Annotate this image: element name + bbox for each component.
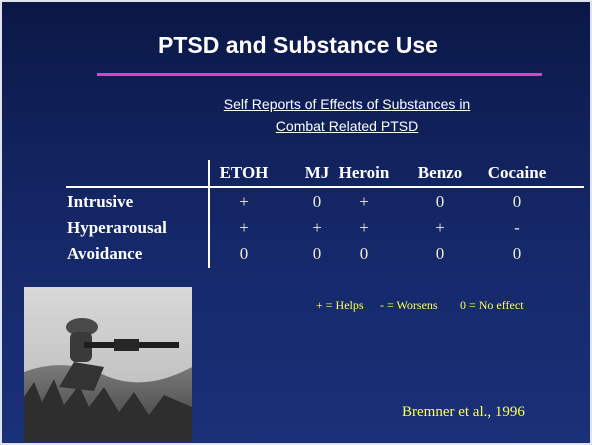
subtitle: Combat Related PTSD	[275, 118, 419, 134]
cell: +	[359, 218, 369, 237]
row-label: Avoidance	[67, 244, 143, 263]
table-divider	[66, 186, 584, 188]
column-header: MJ	[304, 163, 330, 182]
title: PTSD and Substance Use	[158, 32, 438, 58]
cell: +	[239, 192, 249, 211]
column-header: Benzo	[417, 163, 463, 182]
column-header: Heroin	[338, 163, 390, 182]
cell: 0	[312, 244, 322, 263]
cell: +	[359, 192, 369, 211]
photo	[24, 287, 192, 442]
legend-item: + = Helps	[316, 298, 364, 312]
cell: +	[435, 218, 445, 237]
cell: 0	[512, 192, 522, 211]
cell: +	[312, 218, 322, 237]
title-rule	[97, 73, 542, 76]
legend-item: - = Worsens	[380, 298, 438, 312]
cell: 0	[435, 244, 445, 263]
column-header: Cocaine	[487, 163, 547, 182]
citation: Bremner et al., 1996	[402, 404, 525, 420]
column-header: ETOH	[219, 163, 269, 182]
legend-item: 0 = No effect	[460, 298, 524, 312]
cell: 0	[239, 244, 249, 263]
cell: 0	[312, 192, 322, 211]
cell: -	[514, 218, 520, 237]
row-label: Hyperarousal	[67, 218, 167, 237]
subtitle: Self Reports of Effects of Substances in	[223, 96, 471, 112]
cell: +	[239, 218, 249, 237]
table-divider	[208, 160, 210, 268]
row-label: Intrusive	[67, 192, 134, 211]
cell: 0	[512, 244, 522, 263]
cell: 0	[435, 192, 445, 211]
cell: 0	[359, 244, 369, 263]
